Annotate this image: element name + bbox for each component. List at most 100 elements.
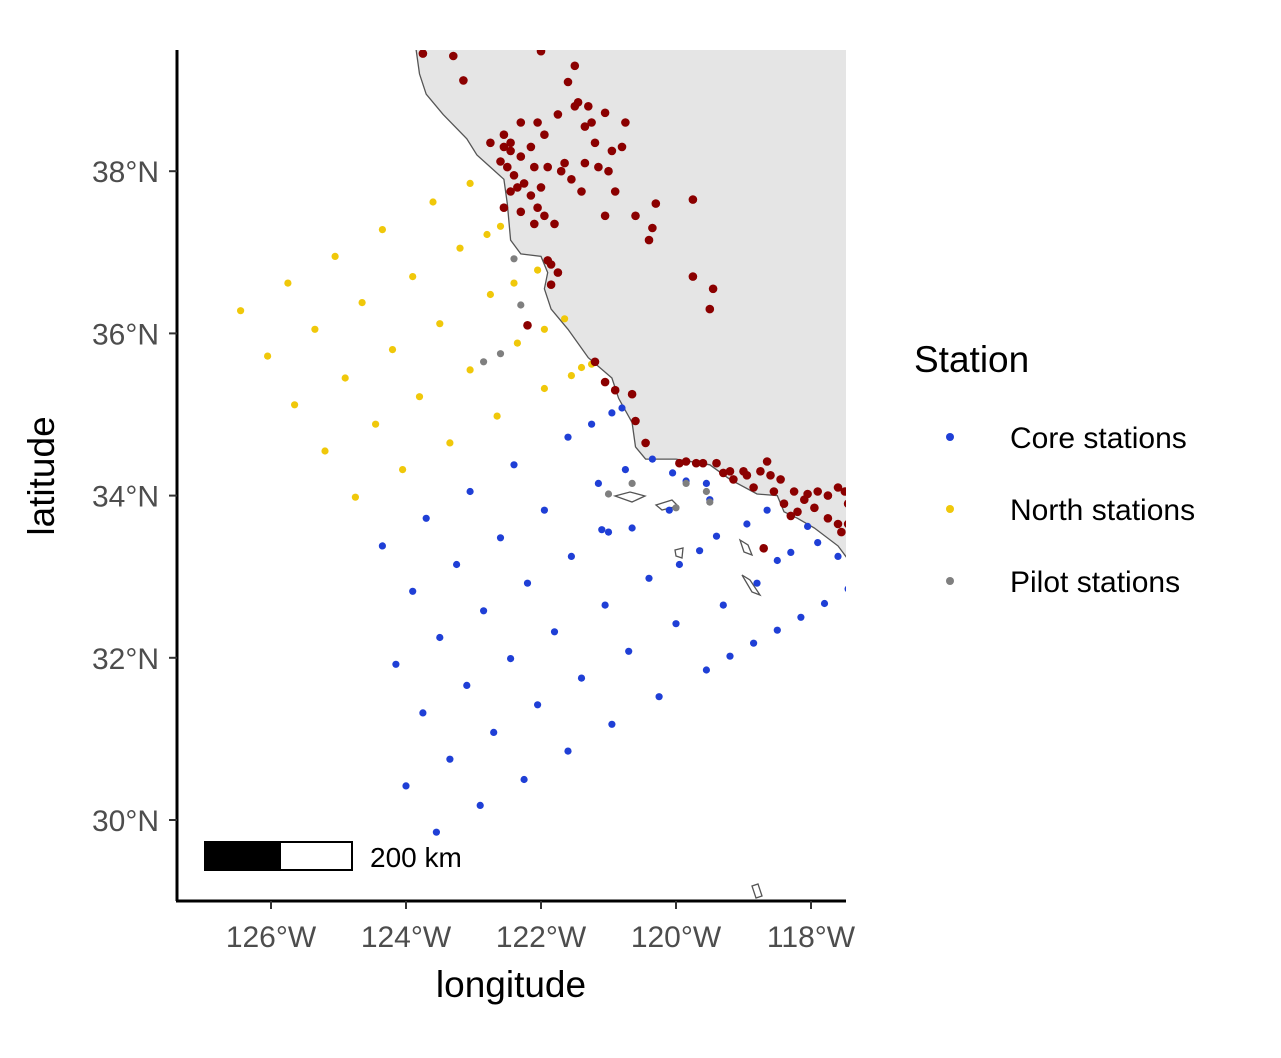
north-station-point (378, 226, 386, 234)
core-station-point (820, 599, 829, 608)
core-station-point (564, 747, 572, 755)
red-point-point (418, 50, 428, 58)
core-station-point (648, 455, 657, 463)
red-point-point (584, 102, 593, 111)
x-tick-label: 120°W (631, 921, 722, 954)
x-tick-label: 124°W (361, 921, 452, 954)
red-point-point (813, 487, 822, 496)
north-station-point (561, 315, 569, 323)
core-station-point (577, 674, 586, 682)
red-point-point (499, 142, 509, 152)
north-station-point (466, 366, 474, 374)
pilot-station-point (517, 301, 525, 309)
red-point-point (506, 146, 515, 156)
red-point-point (503, 162, 512, 172)
core-station-point (534, 701, 542, 709)
red-point-point (526, 191, 536, 200)
pilot-station-point (706, 498, 714, 506)
red-point-point (530, 162, 539, 172)
north-station-point (483, 230, 491, 239)
core-station-point (719, 601, 727, 609)
core-station-point (550, 628, 559, 636)
core-station-point (608, 720, 616, 728)
north-station-point (540, 384, 549, 393)
y-tick-label: 32°N (92, 643, 159, 676)
legend-label-north: North stations (1010, 494, 1195, 527)
guadalupe-island (751, 883, 763, 899)
x-tick-label: 126°W (226, 921, 317, 954)
red-point-point (540, 130, 549, 139)
red-point-point (847, 556, 856, 565)
red-point-point (516, 207, 526, 217)
channel-island (612, 491, 647, 503)
pilot-station-point (628, 479, 636, 487)
red-point-point (823, 514, 833, 523)
core-station-point (669, 469, 677, 477)
core-station-point (409, 587, 417, 595)
red-point-point (627, 389, 637, 399)
north-station-point (456, 244, 464, 252)
red-point-point (725, 467, 735, 476)
red-point-point (550, 219, 559, 229)
core-station-point (510, 461, 518, 469)
core-station-point (855, 580, 862, 587)
core-station-point (743, 520, 751, 528)
red-point-point (499, 203, 509, 212)
red-point-point (749, 483, 758, 492)
y-tick-label: 36°N (92, 318, 159, 351)
red-point-point (489, 41, 498, 50)
north-station-point (493, 412, 501, 420)
red-point-point (526, 142, 536, 152)
red-point-point (617, 142, 627, 152)
north-station-point (486, 290, 494, 299)
red-point-point (459, 76, 468, 85)
north-station-point (291, 401, 299, 409)
north-station-point (540, 325, 549, 333)
north-station-point (567, 372, 576, 380)
red-point-point (708, 284, 718, 294)
core-station-point (453, 560, 461, 569)
north-station-point (409, 273, 417, 281)
red-point-point (648, 223, 657, 233)
map-panel (237, 41, 870, 899)
x-tick-label: 118°W (767, 921, 856, 954)
core-station-point (726, 652, 734, 660)
north-station-point (513, 339, 522, 347)
red-point-point (823, 491, 833, 500)
red-point-point (786, 511, 796, 521)
core-station-point (844, 585, 846, 592)
red-point-point (499, 130, 509, 139)
north-station-point (311, 325, 319, 333)
pilot-station-point (672, 504, 680, 512)
core-station-point (588, 420, 596, 428)
channel-island (738, 538, 754, 557)
north-station-point (341, 374, 349, 382)
red-point-point (536, 50, 546, 56)
north-station-point (321, 447, 329, 455)
red-point-point (843, 520, 846, 528)
red-point-point (843, 499, 846, 508)
red-point-point (590, 357, 600, 367)
red-point-point (688, 272, 698, 281)
y-axis-ticks: 30°N 32°N 34°N 36°N 38°N (92, 156, 177, 838)
core-station-point (507, 655, 515, 663)
red-point-point (553, 110, 563, 119)
legend: Station Core stations North stations Pil… (914, 339, 1195, 599)
red-point-point (543, 162, 552, 172)
x-axis-ticks: 126°W 124°W 122°W 120°W 118°W (226, 901, 856, 954)
legend-label-core: Core stations (1010, 422, 1187, 455)
core-station-point (851, 569, 858, 576)
north-station-point (399, 466, 407, 474)
core-station-point (655, 693, 663, 701)
red-point-point (861, 504, 870, 513)
red-point-point (587, 118, 596, 127)
red-point-point (533, 118, 542, 127)
red-point-point (580, 158, 590, 168)
red-point-point (621, 118, 630, 127)
y-tick-label: 34°N (92, 481, 159, 514)
scale-bar: 200 km (204, 841, 462, 873)
core-station-point (496, 534, 505, 542)
north-station-point (436, 320, 444, 328)
pilot-station-point (480, 358, 488, 366)
red-point-point (513, 183, 522, 192)
